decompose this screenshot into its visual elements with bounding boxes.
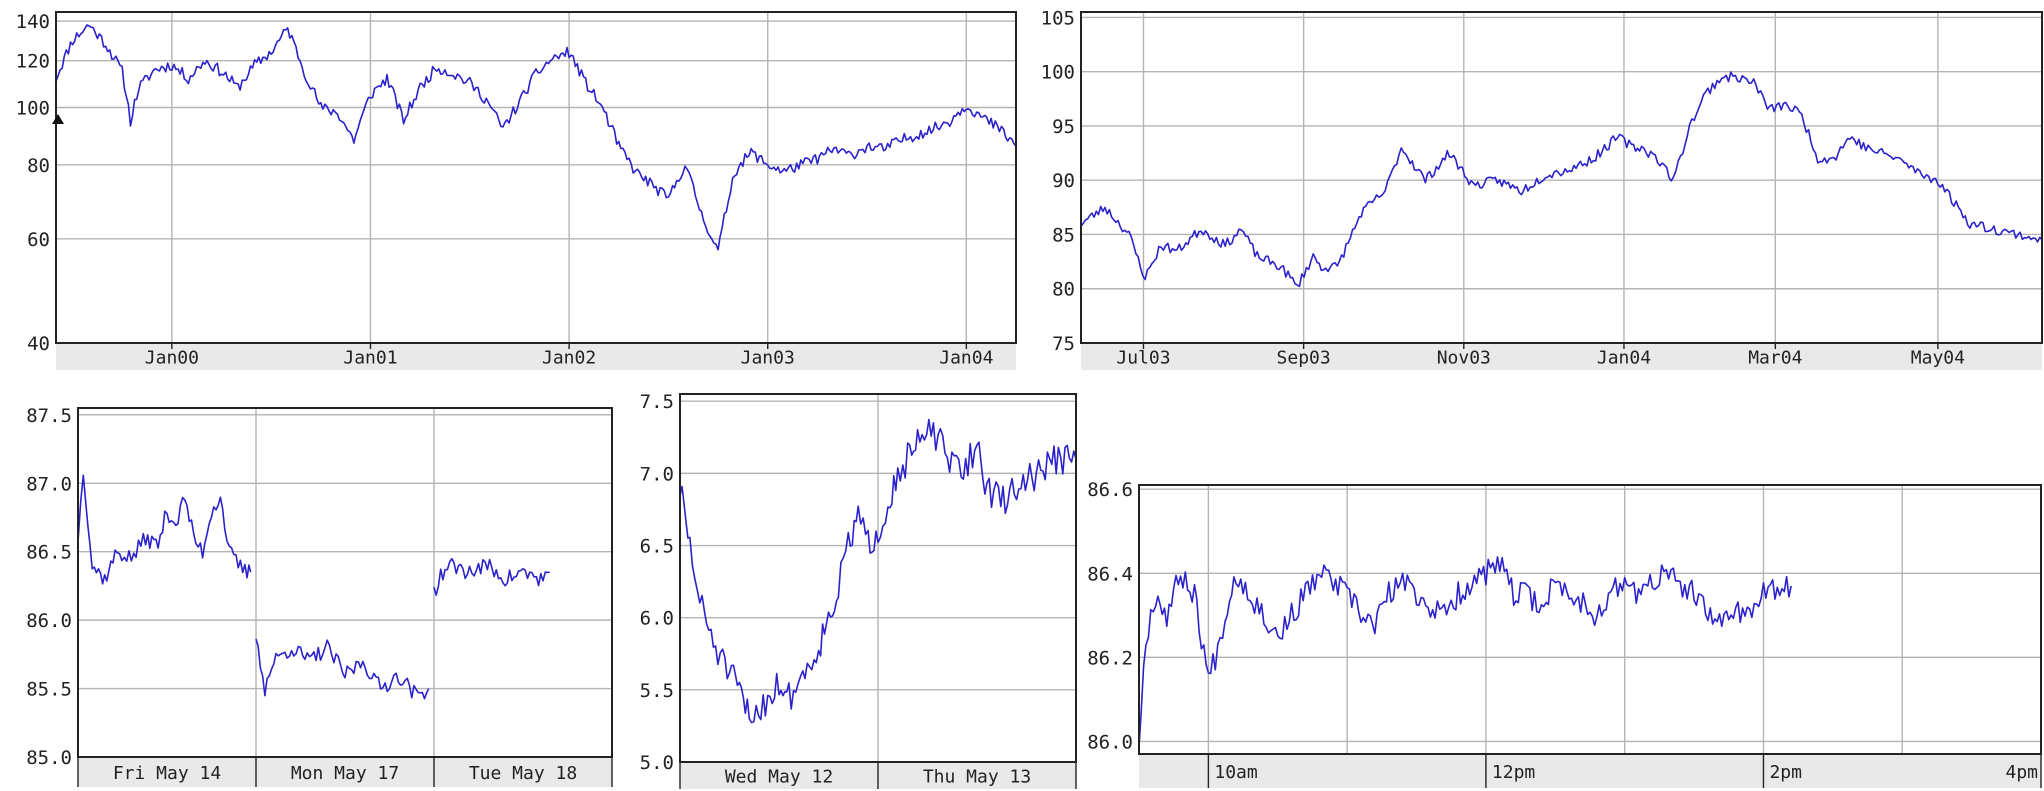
y-tick-label: 86.2	[1087, 647, 1133, 669]
plot-frame	[55, 11, 1017, 344]
y-tick-label: 86.0	[26, 610, 72, 632]
x-tick-labels: Wed May 12 Thu May 13	[725, 767, 1031, 788]
x-tick-label: Tue May 18	[469, 763, 577, 784]
x-tick-label: Mar04	[1748, 348, 1802, 369]
x-tick-label: Jan04	[1597, 348, 1651, 369]
grid	[1081, 12, 2042, 344]
x-tick-label: Wed May 12	[725, 767, 833, 788]
y-tick-label: 40	[27, 333, 50, 355]
y-tick-label: 100	[1041, 62, 1075, 84]
chart-2d: 5.0 5.5 6.0 6.5 7.0 7.5 Wed May 12 Thu May 13	[640, 391, 1077, 789]
y-tick-label: 60	[27, 229, 50, 251]
y-tick-label: 5.0	[640, 752, 674, 774]
series-layer	[1080, 71, 2043, 288]
x-tick-labels: Jan00 Jan01 Jan02 Jan03 Jan04	[145, 348, 994, 369]
x-tick-label: 10am	[1214, 762, 1257, 783]
marker-triangle-icon	[52, 114, 64, 124]
x-tick-label: Jan03	[741, 348, 795, 369]
x-tick-label: May04	[1911, 348, 1965, 369]
series-line-1	[679, 418, 1077, 724]
series-layer	[77, 474, 550, 700]
x-tick-labels: Jul03 Sep03 Nov03 Jan04 Mar04 May04	[1116, 348, 1965, 369]
x-axis-strip	[56, 343, 1016, 370]
y-tick-label: 86.5	[26, 542, 72, 564]
x-tick-label: Fri May 14	[113, 763, 221, 784]
y-tick-label: 85.0	[26, 747, 72, 769]
x-tick-label: Thu May 13	[923, 767, 1031, 788]
x-tick-labels: 10am 12pm 2pm 4pm	[1214, 762, 2038, 783]
plot-frame	[1080, 11, 2043, 344]
x-axis-strip	[1139, 754, 2041, 788]
y-tick-labels: 85.0 85.5 86.0 86.5 87.0 87.5	[26, 405, 72, 769]
y-tick-label: 5.5	[640, 680, 674, 702]
x-tick-label: Jan04	[939, 348, 993, 369]
x-tick-label: 2pm	[1769, 762, 1802, 783]
y-tick-label: 86.0	[1087, 731, 1133, 753]
x-tick-label: 12pm	[1492, 762, 1535, 783]
x-tick-label: Jan01	[343, 348, 397, 369]
y-tick-label: 140	[16, 11, 50, 33]
series-line-3	[433, 557, 550, 596]
chart-1d: 86.0 86.2 86.4 86.6 10am 12pm 2pm 4pm	[1087, 479, 2042, 788]
series-layer	[1138, 556, 1792, 748]
y-tick-label: 86.4	[1087, 563, 1133, 585]
series-line-1	[1138, 556, 1792, 748]
y-tick-label: 120	[16, 51, 50, 73]
grid	[56, 12, 1016, 344]
x-tick-label: Nov03	[1437, 348, 1491, 369]
y-tick-labels: 86.0 86.2 86.4 86.6	[1087, 479, 1133, 753]
plot-frame	[77, 407, 613, 758]
y-tick-label: 7.0	[640, 463, 674, 485]
chart-1y: 75 80 85 90 95 100 105 Jul03 Sep03 Nov03 Jan04 Mar…	[1041, 7, 2043, 370]
y-tick-labels: 75 80 85 90 95 100 105	[1041, 7, 1075, 355]
x-tick-label: 4pm	[2005, 762, 2038, 783]
x-tick-label: Jul03	[1116, 348, 1170, 369]
plot-frame	[1138, 484, 2042, 755]
grid	[1139, 485, 2042, 754]
y-tick-label: 100	[16, 97, 50, 119]
y-tick-label: 6.0	[640, 608, 674, 630]
y-tick-label: 90	[1052, 170, 1075, 192]
y-tick-label: 87.0	[26, 473, 72, 495]
series-line-2	[255, 638, 430, 700]
y-tick-label: 6.5	[640, 536, 674, 558]
x-axis-strip	[78, 757, 612, 787]
x-tick-labels: Fri May 14 Mon May 17 Tue May 18	[113, 763, 577, 784]
x-tick-label: Mon May 17	[291, 763, 399, 784]
y-tick-label: 86.6	[1087, 479, 1133, 501]
series-line-1	[77, 474, 252, 585]
grid	[77, 408, 613, 758]
y-tick-label: 75	[1052, 333, 1075, 355]
y-tick-label: 85	[1052, 224, 1075, 246]
y-tick-labels: 40 60 80 100 120 140	[16, 11, 50, 355]
y-tick-label: 87.5	[26, 405, 72, 427]
x-tick-label: Jan00	[145, 348, 199, 369]
y-tick-label: 80	[1052, 279, 1075, 301]
x-tick-label: Sep03	[1277, 348, 1331, 369]
y-tick-label: 80	[27, 155, 50, 177]
y-tick-labels: 5.0 5.5 6.0 6.5 7.0 7.5	[640, 391, 674, 774]
grid	[679, 394, 1077, 763]
y-tick-label: 95	[1052, 116, 1075, 138]
y-tick-label: 7.5	[640, 391, 674, 413]
series-layer	[679, 418, 1077, 724]
y-tick-label: 85.5	[26, 679, 72, 701]
x-axis-strip	[1081, 343, 2042, 370]
series-layer	[55, 24, 1017, 251]
series-line-1	[1080, 71, 2043, 288]
y-tick-label: 105	[1041, 7, 1075, 29]
chart-3d: 85.0 85.5 86.0 86.5 87.0 87.5 Fri May 14 Mon M…	[26, 405, 613, 787]
x-tick-label: Jan02	[542, 348, 596, 369]
series-line-1	[55, 24, 1017, 251]
